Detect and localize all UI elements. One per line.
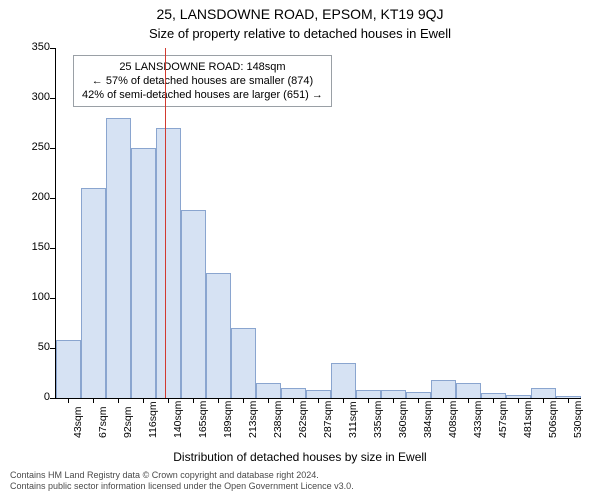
x-tick-mark <box>468 398 469 403</box>
x-tick-label: 92sqm <box>122 406 134 438</box>
y-tick-label: 100 <box>10 291 50 303</box>
x-tick-mark <box>493 398 494 403</box>
x-tick-mark <box>543 398 544 403</box>
x-tick-label: 311sqm <box>347 401 359 438</box>
chart-subtitle: Size of property relative to detached ho… <box>0 26 600 41</box>
x-tick-mark <box>518 398 519 403</box>
x-tick-label: 335sqm <box>372 401 384 438</box>
x-tick-label: 262sqm <box>297 401 309 438</box>
histogram-bar <box>506 395 531 398</box>
x-axis-label: Distribution of detached houses by size … <box>0 450 600 464</box>
x-tick-mark <box>418 398 419 403</box>
x-tick-mark <box>193 398 194 403</box>
y-tick-label: 250 <box>10 141 50 153</box>
x-tick-mark <box>218 398 219 403</box>
histogram-bar <box>231 328 256 398</box>
y-tick-mark <box>50 248 55 249</box>
x-tick-label: 384sqm <box>422 401 434 438</box>
info-line-3: 42% of semi-detached houses are larger (… <box>82 88 323 102</box>
x-tick-label: 67sqm <box>97 406 109 438</box>
histogram-bar <box>56 340 81 398</box>
x-tick-label: 360sqm <box>397 401 409 438</box>
histogram-bar <box>181 210 206 398</box>
y-tick-mark <box>50 48 55 49</box>
x-tick-label: 238sqm <box>272 401 284 438</box>
page-title: 25, LANSDOWNE ROAD, EPSOM, KT19 9QJ <box>0 6 600 22</box>
histogram-bar <box>306 390 331 398</box>
y-tick-mark <box>50 298 55 299</box>
histogram-bar <box>356 390 381 398</box>
histogram-bar <box>281 388 306 398</box>
property-marker-line <box>165 48 167 398</box>
histogram-bar <box>406 392 431 398</box>
x-tick-label: 408sqm <box>447 401 459 438</box>
y-tick-label: 350 <box>10 41 50 53</box>
x-tick-mark <box>268 398 269 403</box>
y-tick-mark <box>50 348 55 349</box>
y-tick-label: 150 <box>10 241 50 253</box>
y-tick-label: 50 <box>10 341 50 353</box>
x-tick-label: 43sqm <box>72 406 84 438</box>
histogram-bar <box>531 388 556 398</box>
x-tick-mark <box>393 398 394 403</box>
y-tick-label: 300 <box>10 91 50 103</box>
y-tick-mark <box>50 198 55 199</box>
histogram-bar <box>156 128 181 398</box>
y-tick-mark <box>50 98 55 99</box>
footer-attribution: Contains HM Land Registry data © Crown c… <box>10 470 590 492</box>
histogram-bar <box>556 396 581 398</box>
x-tick-label: 213sqm <box>247 401 259 438</box>
x-tick-mark <box>118 398 119 403</box>
footer-line-1: Contains HM Land Registry data © Crown c… <box>10 470 590 481</box>
y-tick-label: 200 <box>10 191 50 203</box>
x-tick-mark <box>318 398 319 403</box>
y-tick-label: 0 <box>10 391 50 403</box>
histogram-bar <box>381 390 406 398</box>
histogram-bar <box>456 383 481 398</box>
info-line-1: 25 LANSDOWNE ROAD: 148sqm <box>82 60 323 74</box>
histogram-bar <box>431 380 456 398</box>
x-tick-label: 506sqm <box>547 401 559 438</box>
x-tick-mark <box>93 398 94 403</box>
x-tick-mark <box>293 398 294 403</box>
x-tick-mark <box>143 398 144 403</box>
chart-info-box: 25 LANSDOWNE ROAD: 148sqm ← 57% of detac… <box>73 55 332 107</box>
x-tick-label: 165sqm <box>197 401 209 438</box>
x-tick-label: 457sqm <box>497 401 509 438</box>
x-tick-label: 433sqm <box>472 401 484 438</box>
footer-line-2: Contains public sector information licen… <box>10 481 590 492</box>
y-tick-mark <box>50 398 55 399</box>
histogram-bar <box>81 188 106 398</box>
x-tick-label: 287sqm <box>322 401 334 438</box>
histogram-bar <box>106 118 131 398</box>
x-tick-label: 140sqm <box>172 401 184 438</box>
x-tick-mark <box>168 398 169 403</box>
x-tick-label: 189sqm <box>222 401 234 438</box>
x-tick-mark <box>243 398 244 403</box>
chart-plot-area: 25 LANSDOWNE ROAD: 148sqm ← 57% of detac… <box>55 48 581 399</box>
x-tick-label: 481sqm <box>522 401 534 438</box>
x-tick-mark <box>568 398 569 403</box>
info-line-2: ← 57% of detached houses are smaller (87… <box>82 74 323 88</box>
histogram-bar <box>256 383 281 398</box>
x-tick-mark <box>368 398 369 403</box>
x-tick-label: 530sqm <box>572 401 584 438</box>
histogram-bar <box>206 273 231 398</box>
x-tick-mark <box>68 398 69 403</box>
histogram-bar <box>331 363 356 398</box>
histogram-bar <box>131 148 156 398</box>
x-tick-mark <box>443 398 444 403</box>
x-tick-label: 116sqm <box>147 401 159 438</box>
x-tick-mark <box>343 398 344 403</box>
y-tick-mark <box>50 148 55 149</box>
histogram-bar <box>481 393 506 398</box>
